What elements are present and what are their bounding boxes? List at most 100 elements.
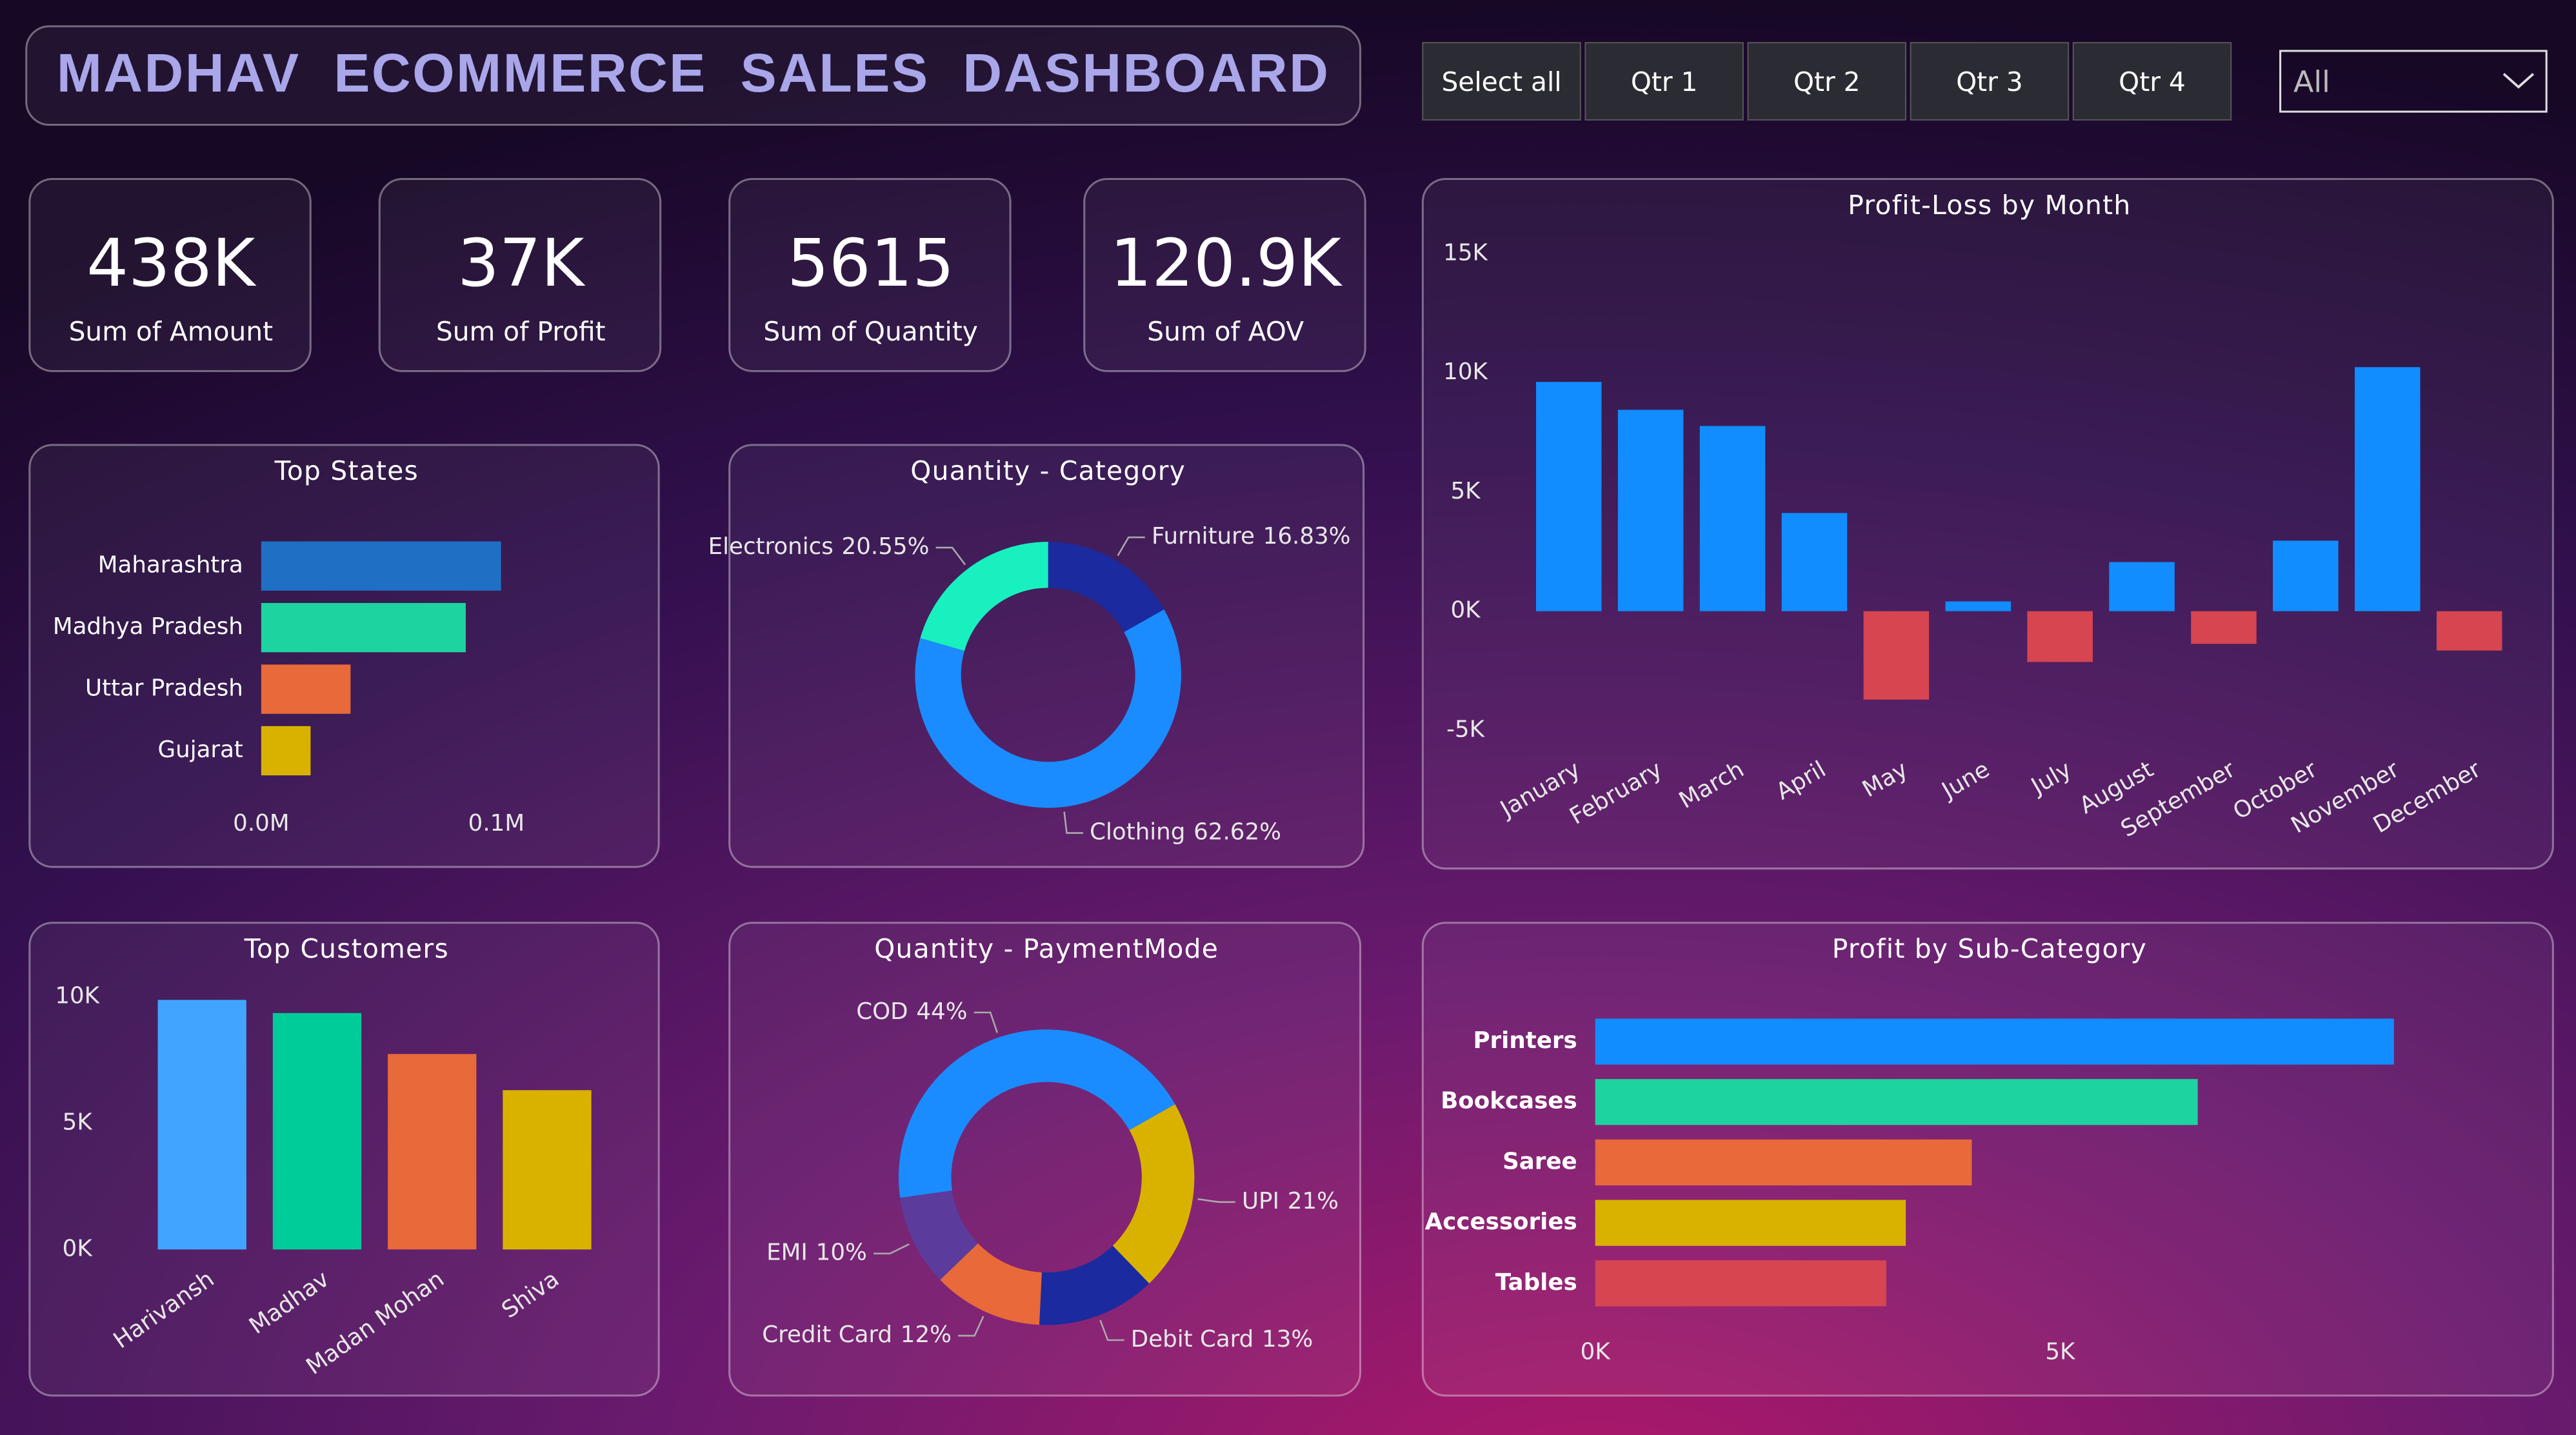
kpi-card xyxy=(28,177,312,372)
slice-label: Credit Card 12% xyxy=(762,1321,952,1348)
kpi-label: Sum of Profit xyxy=(436,316,606,347)
bar xyxy=(1595,1200,1906,1246)
title-box xyxy=(25,25,1362,126)
bar xyxy=(503,1090,592,1250)
x-tick-label: 0.1M xyxy=(468,810,524,836)
bar xyxy=(2109,562,2175,611)
slice-label: COD 44% xyxy=(856,998,967,1025)
button-box[interactable] xyxy=(1422,42,1581,121)
bar xyxy=(1699,426,1766,611)
slicer-button[interactable]: Select all xyxy=(1422,42,1581,121)
donut-slice xyxy=(898,1029,1175,1198)
bar xyxy=(1595,1260,1886,1307)
slice-value: 44% xyxy=(916,998,967,1025)
panel xyxy=(28,444,660,868)
slice-label: Furniture 16.83% xyxy=(1152,523,1351,549)
bar xyxy=(1595,1018,2394,1065)
y-tick-label: Bookcases xyxy=(1441,1088,1577,1114)
kpi-card xyxy=(728,177,1012,372)
button-label[interactable]: Qtr 1 xyxy=(1631,66,1698,97)
kpi-row: 438K Sum of Amount 37K Sum of Profit 5615 Sum… xyxy=(28,177,1366,372)
y-tick-label: -5K xyxy=(1446,716,1486,742)
bar xyxy=(2191,611,2257,644)
leader-line xyxy=(935,546,966,566)
y-tick-label: 15K xyxy=(1443,239,1488,266)
y-tick-label: Accessories xyxy=(1425,1209,1577,1235)
y-tick-label: Gujarat xyxy=(158,737,243,763)
y-tick-label: 10K xyxy=(1443,359,1488,385)
button-label[interactable]: Qtr 3 xyxy=(1956,66,2023,97)
leader-line xyxy=(1063,811,1083,834)
bar xyxy=(2436,611,2502,651)
donut-slice xyxy=(1039,1245,1150,1325)
y-tick-label: 0K xyxy=(63,1235,94,1262)
dropdown-chevron[interactable] xyxy=(2502,73,2535,89)
kpi-card xyxy=(1083,177,1366,372)
y-tick-label: Maharashtra xyxy=(98,552,243,579)
chart-title: Top Customers xyxy=(244,933,449,964)
panel xyxy=(728,444,1365,868)
chart-title: Quantity - Category xyxy=(910,455,1186,486)
bar xyxy=(1595,1079,2198,1125)
y-tick-label: 5K xyxy=(63,1109,94,1135)
button-box[interactable] xyxy=(1910,42,2070,121)
chart-title: Quantity - PaymentMode xyxy=(874,933,1219,964)
slice-name: Debit Card xyxy=(1131,1326,1254,1352)
y-tick-label: 0K xyxy=(1451,597,1482,624)
chart-title: Top States xyxy=(274,455,419,486)
y-tick-label: Saree xyxy=(1503,1148,1577,1174)
slice-value: 13% xyxy=(1262,1326,1313,1352)
slice-value: 10% xyxy=(816,1240,867,1266)
leader-line xyxy=(973,1011,999,1033)
kpi-value: 5615 xyxy=(787,225,954,302)
slicer-button[interactable]: Qtr 3 xyxy=(1910,42,2070,121)
kpi-label: Sum of Quantity xyxy=(763,316,977,347)
bar xyxy=(2027,611,2093,662)
bar xyxy=(1617,410,1684,611)
bar xyxy=(261,602,466,653)
bar xyxy=(2273,540,2339,611)
y-tick-label: Uttar Pradesh xyxy=(85,675,243,702)
donut-slice xyxy=(940,1243,1042,1325)
panel xyxy=(1421,922,2554,1397)
bar xyxy=(1781,513,1848,611)
bar xyxy=(272,1013,362,1250)
slice-name: EMI xyxy=(766,1240,808,1266)
dropdown-value[interactable]: All xyxy=(2293,64,2330,99)
button-label[interactable]: Qtr 4 xyxy=(2119,66,2186,97)
bar xyxy=(1863,611,1930,700)
kpi-value: 120.9K xyxy=(1110,225,1343,302)
slice-label: EMI 10% xyxy=(766,1240,867,1266)
button-box[interactable] xyxy=(2072,42,2232,121)
donut-slice xyxy=(920,542,1048,651)
dropdown[interactable]: All xyxy=(2279,50,2548,113)
slice-name: Credit Card xyxy=(762,1321,892,1348)
button-label[interactable]: Qtr 2 xyxy=(1793,66,1861,97)
panel xyxy=(1421,177,2554,870)
leader-line xyxy=(1117,536,1145,557)
button-box[interactable] xyxy=(1584,42,1744,121)
chart-title: Profit-Loss by Month xyxy=(1848,190,2131,221)
donut-slice xyxy=(900,1190,978,1280)
dropdown-box[interactable] xyxy=(2279,50,2548,113)
slicer-button[interactable]: Qtr 2 xyxy=(1747,42,1907,121)
button-box[interactable] xyxy=(1747,42,1907,121)
leader-line xyxy=(1197,1198,1235,1203)
slice-name: Clothing xyxy=(1090,819,1185,846)
slicer-button[interactable]: Qtr 1 xyxy=(1584,42,1744,121)
y-tick-label: Madhya Pradesh xyxy=(53,613,243,640)
slice-value: 21% xyxy=(1288,1188,1339,1214)
leader-line xyxy=(874,1243,910,1254)
button-label[interactable]: Select all xyxy=(1441,66,1561,97)
leader-line xyxy=(1099,1320,1124,1341)
slice-value: 62.62% xyxy=(1193,819,1281,846)
bar xyxy=(157,1000,246,1250)
y-tick-label: Printers xyxy=(1473,1027,1577,1054)
kpi-value: 438K xyxy=(86,225,256,302)
dashboard-title: MADHAV ECOMMERCE SALES DASHBOARD xyxy=(57,43,1330,103)
slicer-button[interactable]: Qtr 4 xyxy=(2072,42,2232,121)
leader-line xyxy=(958,1316,984,1337)
donut-slice xyxy=(915,609,1181,808)
bar xyxy=(261,726,311,776)
slice-label: Debit Card 13% xyxy=(1131,1326,1313,1352)
